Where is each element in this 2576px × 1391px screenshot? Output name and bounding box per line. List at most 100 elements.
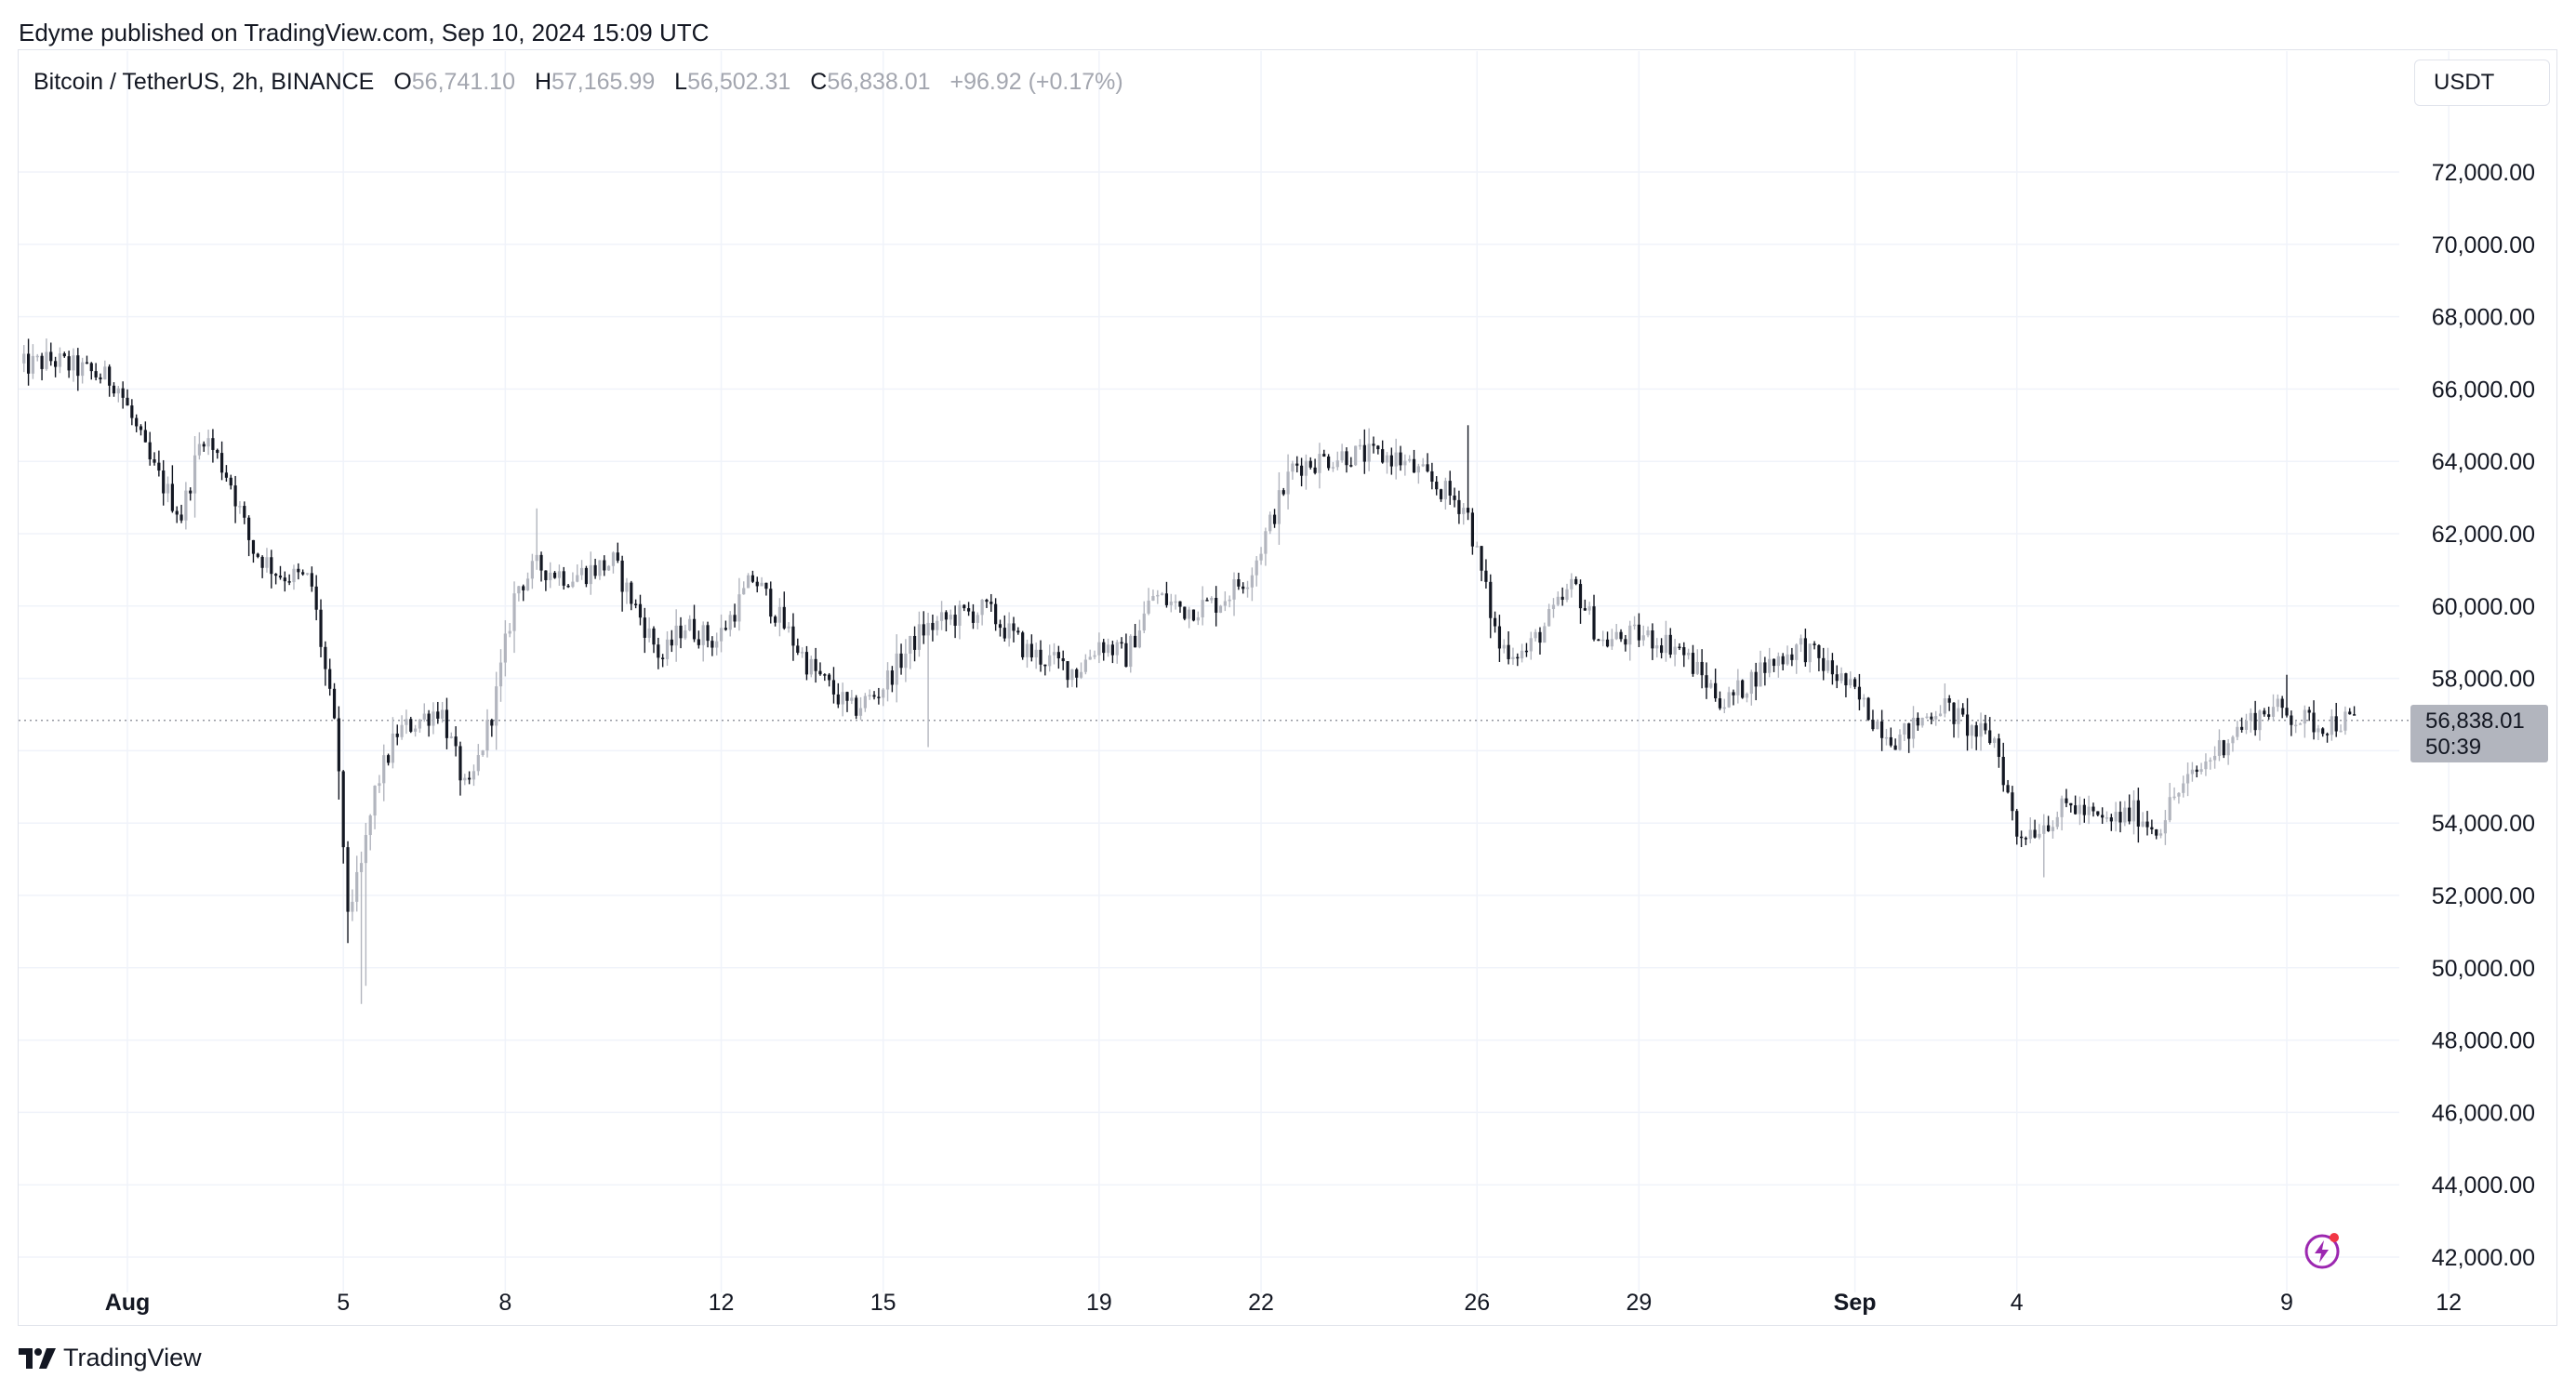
candle-body [2001, 756, 2005, 786]
candle-body [319, 609, 323, 647]
candle-body [1659, 645, 1664, 654]
candle-body [625, 582, 629, 592]
candle-body [2074, 805, 2078, 815]
y-tick-label: 58,000.00 [2432, 667, 2535, 693]
x-tick-label: 19 [1086, 1290, 1112, 1316]
candle-body [1803, 638, 1807, 663]
alert-dot [2330, 1233, 2339, 1242]
candle-body [1295, 463, 1299, 466]
candle-body [967, 608, 971, 612]
candle-body [2285, 708, 2289, 716]
candle-body [796, 645, 800, 654]
candle-body [2172, 796, 2176, 799]
candle-body [197, 444, 201, 456]
lightning-icon[interactable] [2303, 1232, 2342, 1271]
candle-body [1137, 630, 1142, 648]
close-label: C [810, 69, 828, 95]
candle-body [1399, 452, 1402, 466]
candle-body [1511, 656, 1515, 659]
candle-body [828, 674, 831, 681]
candle-body [1583, 608, 1587, 611]
candle-body [103, 366, 107, 379]
candle-body [2330, 716, 2333, 735]
candle-body [1255, 560, 1258, 576]
candle-body [1475, 546, 1479, 548]
candle-body [314, 586, 318, 610]
chart-pane[interactable] [18, 49, 2557, 1326]
candle-body [193, 455, 197, 494]
candle-body [2019, 836, 2024, 839]
candle-body [1489, 581, 1493, 618]
candle-body [2078, 804, 2082, 815]
y-tick-label: 64,000.00 [2432, 449, 2535, 475]
candle-body [2253, 712, 2257, 731]
candle-body [108, 366, 112, 386]
candle-body [1574, 578, 1578, 585]
candle-body [1624, 639, 1627, 645]
candle-body [2128, 807, 2131, 822]
candle-body [598, 560, 602, 576]
currency-button[interactable]: USDT [2414, 60, 2550, 106]
candle-body [1534, 631, 1537, 639]
candle-body [278, 576, 283, 578]
candle-body [998, 624, 1003, 629]
candle-body [603, 560, 606, 571]
x-tick-label: Aug [105, 1290, 151, 1316]
candle-body [1188, 609, 1191, 619]
candle-body [1218, 605, 1223, 613]
candle-body [706, 625, 710, 642]
candle-body [525, 578, 530, 590]
candle-body [143, 430, 147, 443]
candle-body [1052, 652, 1056, 656]
candle-body [1952, 702, 1956, 724]
candle-body [211, 438, 215, 450]
candle-body [1884, 736, 1889, 739]
candle-body [926, 622, 930, 636]
candle-body [2123, 807, 2127, 823]
candle-body [1056, 652, 1060, 659]
candle-body [2145, 821, 2149, 828]
candle-body [715, 641, 719, 648]
candle-body [1916, 717, 1919, 726]
x-tick-label: Sep [1834, 1290, 1877, 1316]
candle-body [1403, 460, 1407, 466]
candle-body [1862, 697, 1866, 700]
candle-body [400, 724, 404, 737]
candle-body [1849, 679, 1852, 686]
candle-body [1272, 514, 1277, 524]
candle-body [1695, 661, 1699, 674]
candle-body [2321, 728, 2325, 735]
candle-body [2290, 715, 2293, 725]
candle-body [1110, 644, 1115, 656]
candle-body [1903, 722, 1906, 735]
candle-body [1016, 630, 1020, 633]
candle-body [634, 603, 638, 605]
candle-body [432, 711, 435, 726]
candle-body [1947, 698, 1951, 703]
candle-body [351, 901, 354, 912]
candle-body [571, 581, 575, 588]
candle-body [436, 711, 440, 719]
candle-body [895, 653, 898, 685]
candle-body [89, 363, 93, 372]
candle-body [1169, 601, 1173, 605]
candle-body [2298, 723, 2303, 725]
candle-body [2114, 812, 2118, 822]
candle-body [1943, 698, 1946, 714]
candle-body [1340, 451, 1344, 461]
candle-body [2101, 815, 2105, 818]
candle-body [260, 556, 264, 568]
symbol-title[interactable]: Bitcoin / TetherUS, 2h, BINANCE [33, 69, 375, 95]
candle-body [1745, 694, 1749, 698]
candle-body [1930, 716, 1933, 720]
low-label: L [674, 69, 688, 95]
candle-body [202, 444, 206, 447]
candle-body [2226, 743, 2230, 756]
candle-body [1358, 444, 1362, 447]
candle-body [544, 570, 548, 580]
candle-body [1183, 606, 1187, 619]
candle-body [1682, 647, 1686, 656]
tradingview-logo[interactable]: TradingView [19, 1344, 202, 1372]
candle-body [1439, 489, 1443, 499]
